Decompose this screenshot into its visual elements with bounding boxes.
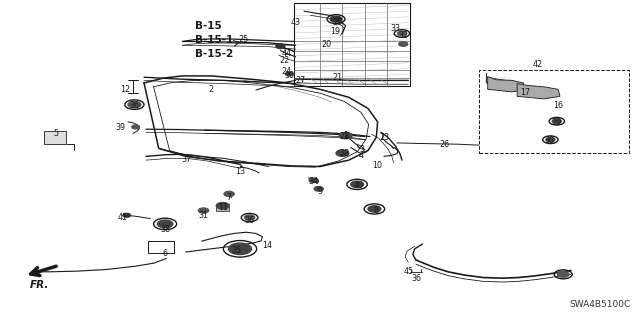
Text: B-15
B-15-1
B-15-2: B-15 B-15-1 B-15-2 (195, 21, 234, 59)
Circle shape (330, 16, 342, 22)
Text: 11: 11 (218, 204, 228, 212)
Text: 36: 36 (411, 274, 421, 283)
Bar (148, 241, 174, 253)
Text: 23: 23 (379, 133, 389, 142)
Text: 22: 22 (280, 56, 290, 65)
Circle shape (314, 187, 323, 191)
Circle shape (128, 101, 141, 108)
Circle shape (397, 31, 406, 36)
Text: 40: 40 (353, 181, 364, 190)
Text: 29: 29 (552, 118, 562, 127)
Text: 1: 1 (343, 131, 348, 140)
Text: 39: 39 (115, 123, 125, 132)
Text: SWA4B5100C: SWA4B5100C (569, 300, 630, 309)
Circle shape (339, 132, 352, 139)
Bar (44, 131, 66, 144)
Circle shape (228, 243, 252, 255)
Text: 31: 31 (198, 211, 209, 220)
Circle shape (244, 215, 255, 220)
Circle shape (276, 44, 285, 48)
Text: 44: 44 (282, 49, 292, 58)
Text: 13: 13 (235, 167, 245, 176)
Text: 27: 27 (296, 76, 306, 85)
Text: 36: 36 (129, 101, 140, 110)
Circle shape (552, 119, 561, 123)
Text: 19: 19 (330, 27, 340, 36)
Text: FR.: FR. (30, 280, 49, 290)
Text: 45: 45 (403, 267, 413, 276)
Text: 28: 28 (339, 149, 349, 158)
Text: 29: 29 (332, 18, 342, 27)
Text: 26: 26 (440, 140, 450, 149)
Bar (216, 204, 229, 211)
Polygon shape (488, 77, 525, 92)
Circle shape (157, 220, 173, 228)
Text: 36: 36 (244, 216, 255, 225)
Circle shape (557, 271, 569, 277)
Text: 30: 30 (544, 137, 554, 145)
Text: 9: 9 (317, 187, 323, 196)
Text: 17: 17 (520, 88, 530, 97)
Circle shape (123, 213, 131, 217)
Circle shape (368, 206, 381, 212)
Text: 20: 20 (321, 40, 332, 49)
Text: 35: 35 (232, 246, 242, 255)
Text: 3: 3 (359, 145, 364, 154)
Text: 41: 41 (118, 213, 128, 222)
Circle shape (336, 150, 349, 156)
Text: 42: 42 (532, 60, 543, 69)
Circle shape (198, 208, 209, 213)
Circle shape (351, 181, 364, 188)
Text: 30: 30 (285, 71, 295, 80)
Text: 34: 34 (308, 177, 319, 186)
Text: 4: 4 (359, 151, 364, 160)
Polygon shape (517, 84, 560, 99)
Text: 37: 37 (182, 155, 192, 164)
Circle shape (546, 137, 555, 142)
Text: 8: 8 (374, 206, 379, 215)
Text: 24: 24 (282, 67, 292, 76)
Circle shape (224, 191, 234, 197)
Text: 21: 21 (333, 73, 343, 82)
Circle shape (132, 125, 140, 129)
Text: 38: 38 (160, 225, 170, 234)
Text: 12: 12 (120, 85, 130, 94)
Circle shape (399, 42, 408, 46)
Circle shape (309, 178, 318, 182)
Circle shape (285, 72, 293, 76)
Bar (479, 70, 629, 153)
Text: 7: 7 (227, 193, 232, 202)
Text: 25: 25 (238, 35, 248, 44)
Text: 32: 32 (398, 31, 408, 40)
Text: 33: 33 (390, 24, 401, 33)
Circle shape (341, 133, 348, 136)
Text: 6: 6 (163, 249, 168, 258)
Text: 43: 43 (291, 18, 301, 27)
Text: 14: 14 (262, 241, 273, 250)
Circle shape (216, 203, 229, 209)
Text: 28: 28 (339, 132, 349, 141)
Text: 16: 16 (553, 101, 563, 110)
Text: 2: 2 (209, 85, 214, 94)
Circle shape (34, 270, 40, 273)
Text: 10: 10 (372, 161, 383, 170)
Text: 5: 5 (54, 130, 59, 138)
